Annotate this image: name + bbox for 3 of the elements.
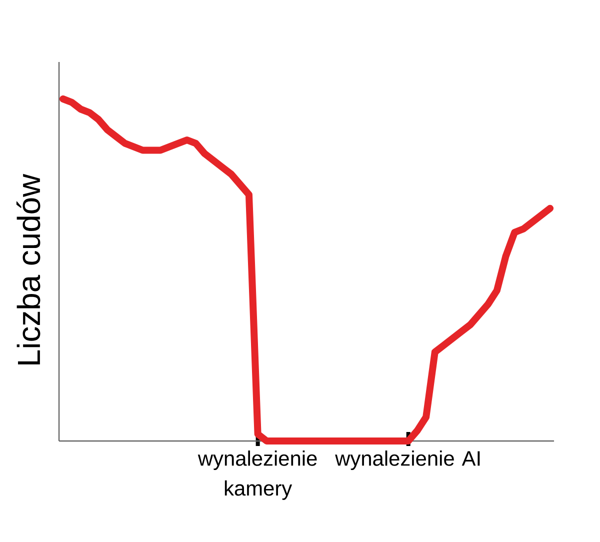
y-axis-title: Liczba cudów bbox=[16, 174, 40, 364]
x-tick-label: wynalezienie kamery bbox=[198, 450, 317, 500]
x-tick-label: wynalezienie AI bbox=[335, 450, 480, 470]
